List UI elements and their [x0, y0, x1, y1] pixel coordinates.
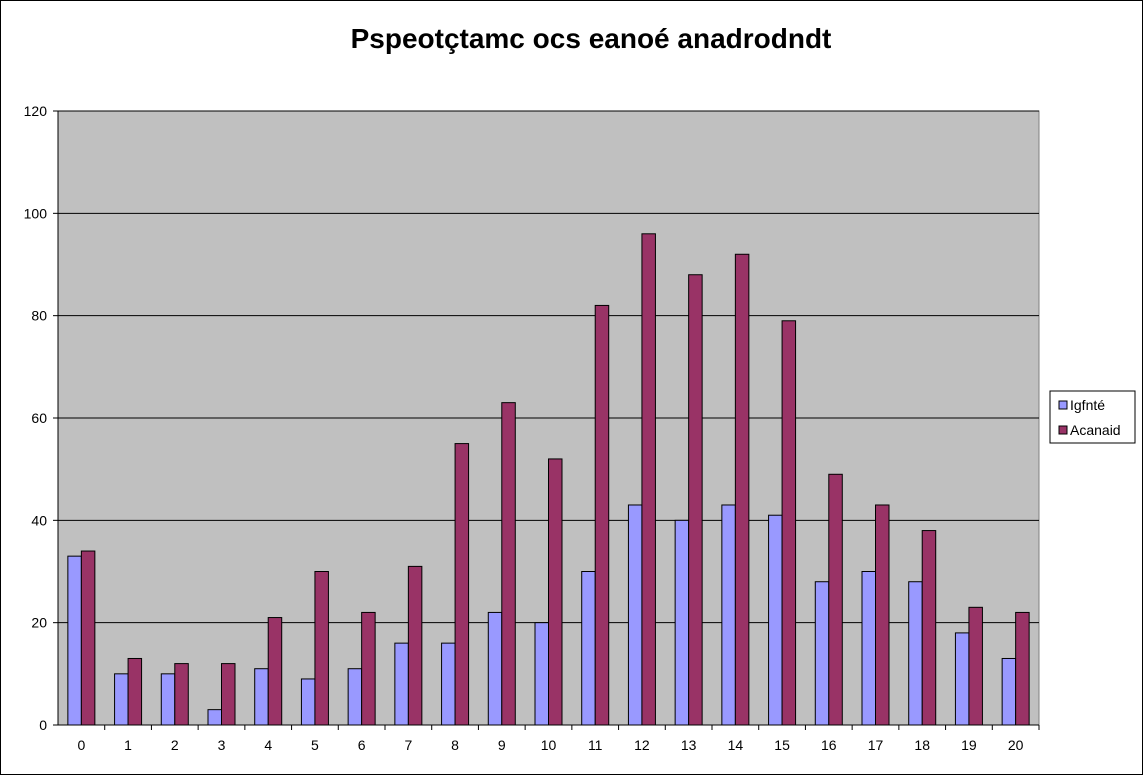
bar-acanaid-7 — [408, 566, 422, 725]
bar-acanaid-15 — [782, 321, 796, 725]
bar-acanaid-9 — [502, 403, 516, 725]
bar-acanaid-18 — [922, 531, 936, 725]
bar-acanaid-20 — [1016, 612, 1029, 725]
bar-acanaid-3 — [222, 664, 236, 725]
bar-igfnte-1 — [115, 674, 129, 725]
bar-acanaid-4 — [268, 618, 282, 725]
y-tick-label-40: 40 — [31, 512, 47, 528]
legend-swatch-acanaid — [1059, 426, 1067, 434]
x-tick-label-3: 3 — [218, 737, 226, 753]
bar-igfnte-3 — [208, 710, 222, 725]
x-tick-label-17: 17 — [868, 737, 884, 753]
legend-label-igfnte: Igfnté — [1070, 397, 1105, 413]
y-tick-label-120: 120 — [24, 103, 48, 119]
bar-igfnte-5 — [301, 679, 315, 725]
x-tick-label-1: 1 — [124, 737, 132, 753]
bar-igfnte-18 — [909, 582, 923, 725]
y-tick-label-60: 60 — [31, 410, 47, 426]
bar-igfnte-19 — [955, 633, 969, 725]
x-tick-label-2: 2 — [171, 737, 179, 753]
x-tick-label-13: 13 — [681, 737, 697, 753]
bar-igfnte-13 — [675, 520, 689, 725]
bar-igfnte-10 — [535, 623, 549, 725]
bar-igfnte-16 — [815, 582, 829, 725]
bar-igfnte-7 — [395, 643, 409, 725]
bar-acanaid-19 — [969, 607, 983, 725]
bar-acanaid-5 — [315, 572, 329, 726]
bar-igfnte-12 — [628, 505, 642, 725]
x-tick-label-11: 11 — [588, 737, 603, 753]
bar-acanaid-12 — [642, 234, 656, 725]
bar-acanaid-14 — [735, 254, 749, 725]
bar-acanaid-8 — [455, 444, 469, 725]
bar-igfnte-0 — [68, 556, 82, 725]
x-tick-label-10: 10 — [541, 737, 557, 753]
y-tick-label-100: 100 — [24, 205, 48, 221]
bar-igfnte-2 — [161, 674, 175, 725]
bar-acanaid-16 — [829, 474, 843, 725]
bar-igfnte-6 — [348, 669, 362, 725]
y-tick-label-0: 0 — [39, 717, 47, 733]
x-tick-label-16: 16 — [821, 737, 837, 753]
x-tick-label-9: 9 — [498, 737, 506, 753]
bar-acanaid-11 — [595, 305, 609, 725]
bar-acanaid-2 — [175, 664, 189, 725]
x-tick-label-5: 5 — [311, 737, 319, 753]
y-tick-label-80: 80 — [31, 308, 47, 324]
bar-acanaid-1 — [128, 658, 142, 725]
legend-label-acanaid: Acanaid — [1070, 422, 1121, 438]
bar-igfnte-8 — [442, 643, 456, 725]
bar-igfnte-9 — [488, 612, 502, 725]
bar-acanaid-13 — [689, 275, 703, 725]
bar-acanaid-0 — [81, 551, 95, 725]
x-tick-label-14: 14 — [728, 737, 744, 753]
bar-acanaid-6 — [362, 612, 376, 725]
x-tick-label-4: 4 — [264, 737, 272, 753]
bar-igfnte-20 — [1002, 658, 1016, 725]
bar-acanaid-10 — [549, 459, 563, 725]
bar-igfnte-4 — [255, 669, 269, 725]
x-tick-label-0: 0 — [77, 737, 85, 753]
x-tick-label-18: 18 — [914, 737, 930, 753]
x-tick-label-19: 19 — [961, 737, 977, 753]
x-tick-label-6: 6 — [358, 737, 366, 753]
x-tick-label-7: 7 — [404, 737, 412, 753]
bar-igfnte-11 — [582, 572, 596, 726]
chart-title: Pspeotçtamc ocs eanoé anadrodndt — [351, 23, 832, 54]
legend-swatch-igfnte — [1059, 401, 1067, 409]
bar-acanaid-17 — [876, 505, 890, 725]
bar-igfnte-14 — [722, 505, 736, 725]
legend: Igfnté Acanaid — [1050, 391, 1135, 443]
x-tick-label-15: 15 — [774, 737, 790, 753]
x-tick-label-20: 20 — [1008, 737, 1024, 753]
bar-igfnte-15 — [769, 515, 783, 725]
x-tick-label-12: 12 — [634, 737, 650, 753]
bar-igfnte-17 — [862, 572, 876, 726]
x-tick-label-8: 8 — [451, 737, 459, 753]
y-tick-label-20: 20 — [31, 615, 47, 631]
